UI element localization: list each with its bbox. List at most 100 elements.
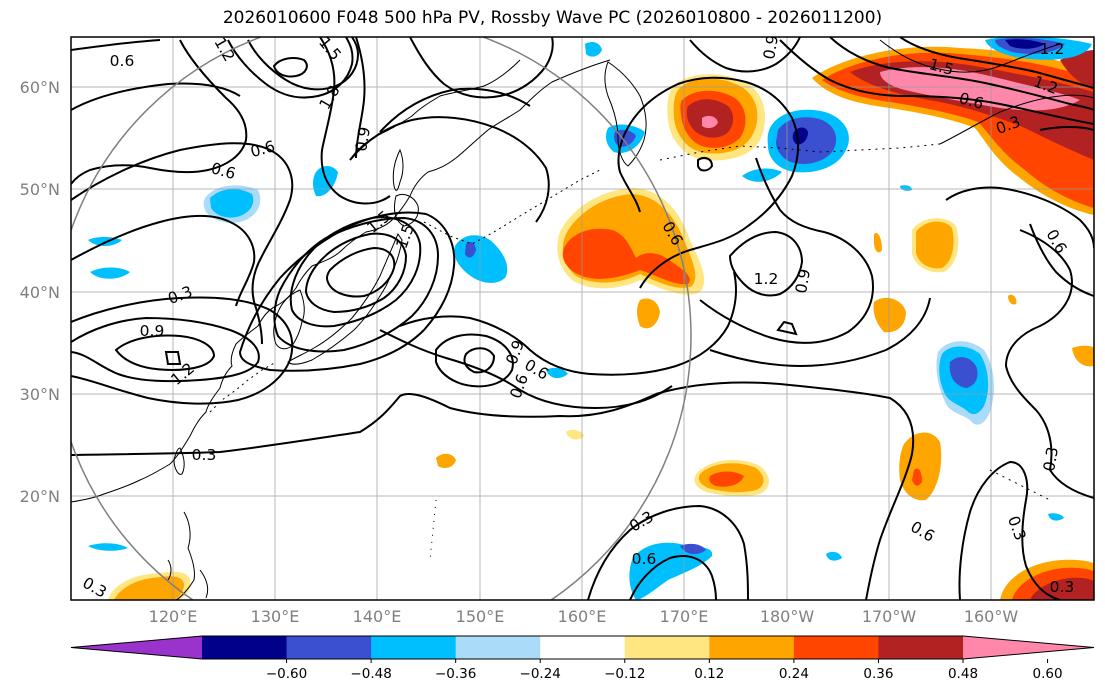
contour-line — [379, 329, 673, 410]
lon-label: 130°E — [251, 607, 300, 626]
contour-line — [629, 555, 717, 600]
contour-line — [349, 116, 550, 223]
contour-line — [71, 82, 241, 111]
lon-label: 150°E — [456, 607, 505, 626]
contour-line — [71, 296, 294, 405]
map-layers: 0.6 1.5 1.8 0.6 0.9 0.6 1.2 1.5 1.5 0.3 … — [71, 37, 1094, 600]
anomaly-fill — [709, 471, 744, 487]
contour-line — [71, 381, 915, 600]
contour-line — [958, 460, 1061, 600]
anomaly-fill — [114, 576, 184, 600]
colorbar-tick-label: 0.60 — [1033, 666, 1063, 682]
contour-line — [829, 37, 1094, 111]
anomaly-fill — [562, 228, 690, 285]
contour-label: 0.3 — [192, 446, 217, 464]
contour-label: 0.9 — [352, 125, 374, 152]
region-circle — [71, 37, 692, 600]
colorbar-extend-low — [71, 636, 202, 659]
anomaly-fill — [949, 357, 978, 388]
contour-label: 0.6 — [632, 550, 657, 568]
anomaly-fill — [566, 429, 584, 440]
anomaly-fill — [916, 221, 954, 269]
colorbar-tick-label: −0.60 — [266, 666, 307, 682]
coastline — [392, 148, 404, 191]
anomaly-fill — [1048, 513, 1064, 521]
lon-label: 170°W — [862, 607, 917, 626]
colorbar-segment — [286, 636, 372, 659]
colorbar-tick-label: 0.48 — [948, 666, 978, 682]
colorbar-tick-label: 0.24 — [779, 666, 809, 682]
contour-line — [355, 37, 366, 159]
anomaly-fill — [1072, 345, 1094, 367]
contour-line — [304, 232, 408, 314]
anomaly-fill — [436, 453, 456, 468]
coastline — [879, 39, 1061, 73]
map-title: 2026010600 F048 500 hPa PV, Rossby Wave … — [222, 8, 883, 28]
anomaly-fill — [1060, 50, 1094, 90]
anomaly-fill — [1008, 294, 1017, 305]
colorbar-tick-label: 0.12 — [694, 666, 724, 682]
coastline — [71, 59, 611, 503]
contour-line — [779, 39, 1094, 125]
contour-line — [409, 37, 554, 99]
contour-label: 0.3 — [1040, 445, 1062, 472]
anomaly-fill — [90, 267, 130, 279]
contour-line — [238, 211, 456, 372]
colorbar-segment — [202, 636, 288, 659]
contour-line — [71, 316, 260, 383]
contour-label: 1.5 — [927, 55, 955, 79]
coastline — [167, 511, 209, 600]
contour-line — [71, 39, 161, 51]
contour-line — [776, 320, 798, 336]
contour-line — [326, 246, 396, 298]
contour-line — [71, 39, 248, 185]
anomaly-fill — [899, 432, 942, 501]
colorbar-segment — [371, 636, 457, 659]
contour-label: 0.6 — [209, 159, 237, 183]
contour-line — [728, 230, 804, 297]
lon-label: 160°W — [964, 607, 1019, 626]
contour-line — [689, 37, 801, 73]
anomaly-fill — [465, 242, 476, 258]
contour-line — [617, 76, 799, 289]
lon-label: 160°E — [558, 607, 607, 626]
colorbar: −0.60 −0.48 −0.36 −0.24 −0.12 0.12 0.24 0.36 0.4… — [70, 635, 1095, 682]
contour-line — [272, 57, 308, 78]
anomaly-fill — [826, 551, 842, 561]
lon-label: 180°W — [760, 607, 815, 626]
colorbar-segment — [624, 636, 710, 659]
contour-line — [699, 157, 874, 344]
lat-label: 50°N — [20, 180, 60, 199]
colorbar-segment — [878, 636, 964, 659]
contour-line — [1029, 223, 1094, 297]
lon-label: 120°E — [149, 607, 198, 626]
coastline — [173, 447, 185, 475]
coastline — [273, 289, 305, 350]
contour-line — [71, 215, 256, 307]
colorbar-segment — [793, 636, 879, 659]
contour-line — [697, 157, 714, 172]
anomaly-fill — [1005, 39, 1045, 49]
anomaly-fill — [210, 189, 254, 218]
colorbar-segment — [455, 636, 541, 659]
contour-line — [227, 37, 354, 99]
contour-line — [71, 142, 294, 345]
lat-label: 30°N — [20, 385, 60, 404]
contour-line — [319, 37, 391, 205]
anomaly-fill — [88, 543, 128, 551]
coastline — [393, 193, 419, 227]
contour-label: 1.2 — [1040, 40, 1065, 58]
contour-line — [1004, 229, 1094, 499]
anomaly-fill — [637, 298, 660, 329]
anomaly-fill — [874, 232, 882, 253]
anomaly-fill — [680, 543, 706, 555]
latitude-axis: 60°N 50°N 40°N 30°N 20°N — [20, 78, 60, 506]
contour-label: 0.6 — [957, 89, 985, 113]
contour-line — [399, 271, 737, 376]
anomaly-fill — [880, 67, 1080, 111]
contour-line — [435, 333, 514, 388]
contour-line — [1039, 126, 1094, 131]
pv-contours — [71, 37, 1094, 600]
colorbar-tick-label: −0.24 — [520, 666, 561, 682]
